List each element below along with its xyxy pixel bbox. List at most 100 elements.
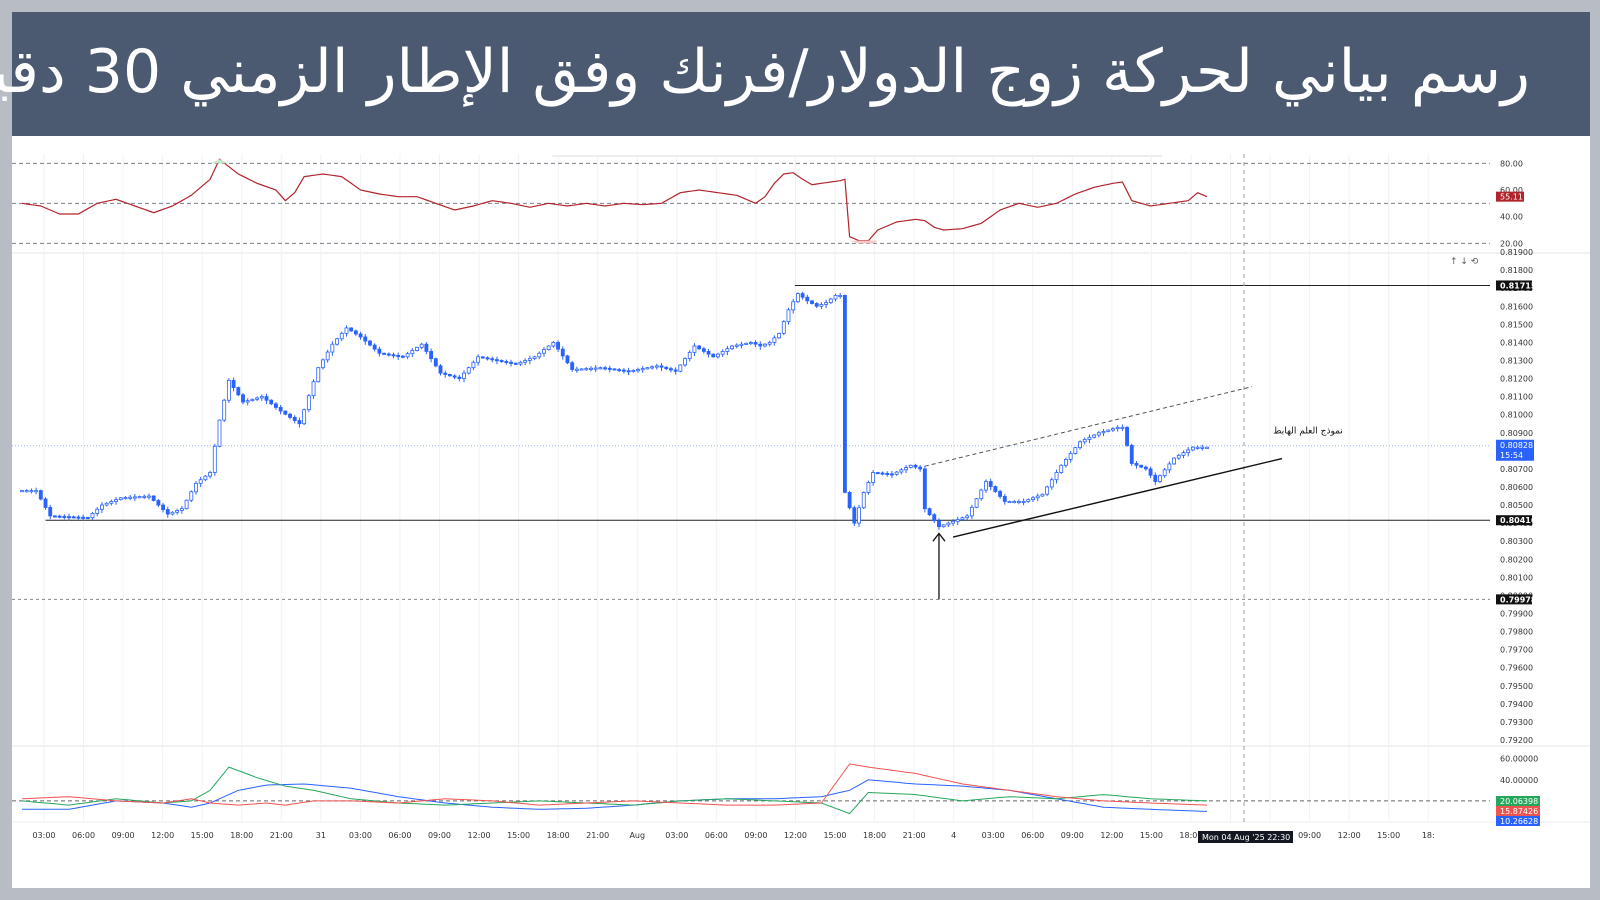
candle-body <box>824 302 829 305</box>
candle-body <box>984 481 988 491</box>
candle-body <box>85 517 90 520</box>
candle-body <box>321 359 325 369</box>
candle-body <box>847 491 852 509</box>
candle-body <box>546 345 551 351</box>
candle-body <box>499 360 504 363</box>
candle-body <box>593 367 598 370</box>
candle-body <box>429 351 434 360</box>
candle-body <box>711 353 716 358</box>
time-axis-label: Aug <box>629 831 645 840</box>
candle-body <box>490 358 495 361</box>
candle-body <box>292 416 297 421</box>
candle-body <box>462 372 466 379</box>
candle-body <box>965 515 970 519</box>
candle-body <box>960 517 965 520</box>
countdown-label: 15:54 <box>1500 451 1523 460</box>
candle-body <box>443 372 448 375</box>
candle-body <box>485 357 490 360</box>
candle-body <box>626 370 631 373</box>
candle-body <box>819 304 824 307</box>
candle-body <box>269 399 274 405</box>
candle-body <box>1068 453 1073 460</box>
candle-body <box>1167 463 1172 471</box>
candle-body <box>1101 430 1106 434</box>
adx-value: 10.26628 <box>1500 817 1538 826</box>
candle-body <box>1012 501 1017 504</box>
candle-body <box>857 507 861 524</box>
candle-body <box>1054 472 1059 481</box>
candle-body <box>805 296 810 302</box>
candle-body <box>179 508 184 511</box>
candle-body <box>669 368 673 371</box>
candle-body <box>621 369 626 372</box>
candle-body <box>918 466 923 470</box>
candle-body <box>513 362 518 365</box>
candle-body <box>1139 464 1144 468</box>
candle-body <box>701 348 706 352</box>
candle-body <box>1148 468 1153 476</box>
candle-body <box>941 524 946 528</box>
flag-lower-line <box>952 457 1283 538</box>
candle-body <box>95 508 100 514</box>
candle-body <box>316 367 321 383</box>
candle-body <box>302 409 307 425</box>
candle-body <box>330 343 335 353</box>
candle-body <box>1134 463 1139 466</box>
candle-body <box>842 295 847 493</box>
rsi-overbought-fill <box>210 159 229 164</box>
candle-body <box>1120 426 1125 429</box>
candlestick-chart[interactable]: 80.00 60.00 40.00 20.00 55.11 نموذج العلم ال… <box>12 136 1590 888</box>
candle-body <box>654 365 659 368</box>
candle-body <box>838 295 843 298</box>
candle-body <box>1186 449 1191 454</box>
candle-body <box>636 369 640 372</box>
candle-body <box>974 498 979 508</box>
candle-body <box>156 500 161 506</box>
support-price-badge <box>1496 515 1532 526</box>
candle-body <box>720 351 725 355</box>
di-minus-line <box>21 763 1208 806</box>
candle-body <box>419 343 424 348</box>
candle-body <box>20 490 24 493</box>
candle-body <box>161 504 165 510</box>
candle-body <box>396 355 401 358</box>
candle-body <box>382 352 387 355</box>
candle-body <box>1143 466 1148 470</box>
price-axis-label: 0.79200 <box>1500 736 1533 745</box>
candle-body <box>1172 457 1177 465</box>
candle-body <box>198 479 203 484</box>
flag-upper-line <box>924 386 1253 467</box>
time-axis-label: 15:00 <box>1140 831 1163 840</box>
candle-body <box>353 330 358 335</box>
candle-body <box>1115 426 1120 430</box>
candle-body <box>777 332 782 339</box>
candle-body <box>946 522 951 526</box>
candle-body <box>1059 464 1064 473</box>
candle-body <box>372 344 377 350</box>
candle-body <box>34 490 39 493</box>
candle-body <box>165 509 170 515</box>
candle-body <box>283 410 288 415</box>
candle-body <box>810 300 814 304</box>
candle-body <box>988 481 993 487</box>
candle-body <box>189 491 194 501</box>
candle-body <box>734 344 739 347</box>
price-axis-label: 0.81100 <box>1500 393 1533 402</box>
di-plus-line <box>21 766 1208 815</box>
candle-body <box>767 341 772 345</box>
candle-body <box>687 351 692 360</box>
time-axis-label: 09:00 <box>428 831 451 840</box>
candle-body <box>147 495 151 498</box>
candle-body <box>151 495 156 501</box>
rsi-axis-label: 60.00 <box>1500 186 1523 195</box>
candle-body <box>377 348 382 354</box>
candle-body <box>645 367 650 370</box>
price-axis-label: 0.79400 <box>1500 700 1533 709</box>
price-axis-label: 0.79900 <box>1500 609 1533 618</box>
candle-body <box>184 499 189 510</box>
candle-body <box>123 497 128 500</box>
time-axis-label: 18:00 <box>1179 831 1202 840</box>
candle-body <box>758 343 763 347</box>
time-axis-label: 12:00 <box>1100 831 1123 840</box>
chart-panel[interactable]: 80.00 60.00 40.00 20.00 55.11 نموذج العلم ال… <box>12 136 1590 888</box>
